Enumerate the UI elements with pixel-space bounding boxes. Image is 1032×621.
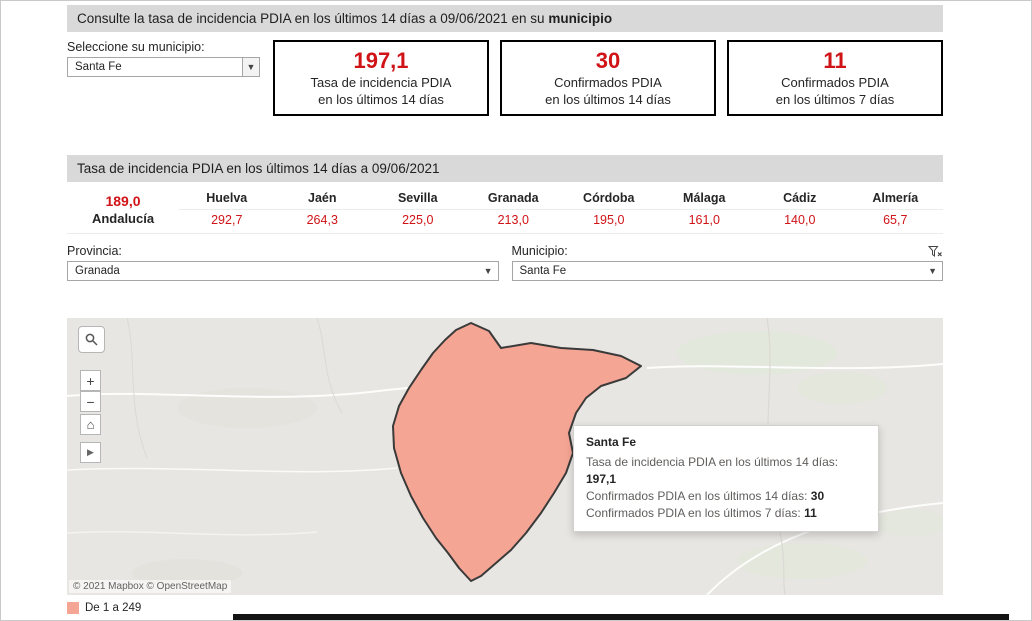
home-icon: ⌂ [86, 417, 95, 432]
kpi-row: Seleccione su municipio: Santa Fe ▼ 197,… [67, 40, 943, 116]
page-title-bold: municipio [548, 11, 613, 26]
filters-row: Provincia: Granada ▼ Municipio: Santa Fe… [67, 244, 943, 281]
kpi-label-line1: Confirmados PDIA [554, 75, 662, 90]
province-cell: Córdoba 195,0 [561, 188, 657, 231]
province-value: 161,0 [688, 213, 720, 227]
chevron-down-icon: ▼ [483, 266, 493, 276]
municipio-filter-label: Municipio: [511, 244, 568, 258]
kpi-label-line2: en los últimos 7 días [775, 92, 895, 107]
kpi-value: 11 [823, 48, 847, 73]
kpi-label-line2: en los últimos 14 días [545, 92, 671, 107]
provincia-filter-group: Provincia: Granada ▼ [67, 244, 499, 281]
map-legend: De 1 a 249 [67, 602, 943, 614]
municipality-polygon[interactable] [392, 322, 642, 582]
tooltip-row-value: 30 [810, 489, 825, 503]
provincia-filter-label: Provincia: [67, 244, 122, 258]
kpi-card-confirmados-14-dias: 30 Confirmados PDIA en los últimos 14 dí… [500, 40, 716, 116]
search-icon [85, 333, 98, 346]
municipio-quick-selector-value: Santa Fe [75, 61, 122, 73]
province-cell: Cádiz 140,0 [752, 188, 848, 231]
province-cell: Almería 65,7 [847, 188, 943, 231]
province-cell: Granada 213,0 [465, 188, 561, 231]
municipio-filter[interactable]: Santa Fe ▼ [511, 261, 943, 281]
minus-icon: − [86, 393, 95, 410]
province-cell: Málaga 161,0 [656, 188, 752, 231]
clear-filter-icon[interactable] [927, 244, 943, 259]
map[interactable]: + − ⌂ ▶ Santa Fe Tasa de incidencia PDIA… [67, 318, 943, 595]
kpi-card-confirmados-7-dias: 11 Confirmados PDIA en los últimos 7 día… [727, 40, 943, 116]
kpi-value: 197,1 [353, 48, 409, 73]
province-name: Málaga [656, 188, 752, 210]
province-name: Jaén [274, 188, 370, 210]
pan-arrow-button[interactable]: ▶ [80, 442, 101, 463]
tooltip-row-label: Confirmados PDIA en los últimos 14 días: [586, 489, 811, 503]
province-name: Sevilla [370, 188, 466, 210]
zoom-in-button[interactable]: + [80, 370, 101, 391]
region-value: 189,0 [105, 193, 141, 209]
region-summary: 189,0 Andalucía [67, 192, 179, 227]
province-value: 140,0 [784, 213, 816, 227]
province-name: Almería [847, 188, 943, 210]
arrow-right-icon: ▶ [87, 447, 94, 457]
kpi-cards: 197,1 Tasa de incidencia PDIA en los últ… [273, 40, 943, 116]
tooltip-row: Confirmados PDIA en los últimos 7 días: … [586, 505, 866, 522]
tooltip-row-value: 197,1 [586, 472, 617, 486]
province-name: Córdoba [561, 188, 657, 210]
province-value: 195,0 [593, 213, 625, 227]
kpi-card-tasa-14-dias: 197,1 Tasa de incidencia PDIA en los últ… [273, 40, 489, 116]
province-table: 189,0 Andalucía Huelva 292,7 Jaén 264,3 … [67, 188, 943, 234]
tooltip-row-value: 11 [804, 506, 817, 520]
zoom-out-button[interactable]: − [80, 391, 101, 412]
chevron-down-icon: ▼ [242, 58, 259, 76]
kpi-label-line1: Tasa de incidencia PDIA [310, 75, 452, 90]
provincia-filter-value: Granada [75, 265, 120, 277]
legend-swatch [67, 602, 79, 614]
tooltip-row-label: Tasa de incidencia PDIA en los últimos 1… [586, 455, 839, 469]
page-title-text: Consulte la tasa de incidencia PDIA en l… [77, 11, 549, 26]
province-value: 213,0 [497, 213, 529, 227]
kpi-value: 30 [595, 48, 621, 73]
region-label: Andalucía [91, 211, 155, 226]
municipio-filter-group: Municipio: Santa Fe ▼ [511, 244, 943, 281]
chevron-down-icon: ▼ [928, 266, 937, 276]
province-value: 65,7 [883, 213, 908, 227]
home-button[interactable]: ⌂ [80, 414, 101, 435]
page-title: Consulte la tasa de incidencia PDIA en l… [67, 5, 943, 32]
province-value: 225,0 [402, 213, 434, 227]
municipio-quick-selector[interactable]: Santa Fe ▼ [67, 57, 260, 77]
province-columns: Huelva 292,7 Jaén 264,3 Sevilla 225,0 Gr… [179, 188, 943, 231]
legend-label: De 1 a 249 [85, 602, 142, 614]
province-name: Cádiz [752, 188, 848, 210]
map-attribution: © 2021 Mapbox © OpenStreetMap [69, 580, 232, 593]
map-search-button[interactable] [78, 326, 105, 353]
municipio-quick-selector-group: Seleccione su municipio: Santa Fe ▼ [67, 40, 260, 116]
provincia-filter[interactable]: Granada ▼ [67, 261, 499, 281]
plus-icon: + [86, 372, 95, 389]
bottom-partial-bar [233, 614, 1009, 620]
section-title: Tasa de incidencia PDIA en los últimos 1… [67, 155, 943, 182]
municipio-quick-selector-label: Seleccione su municipio: [67, 40, 205, 54]
tooltip-row-label: Confirmados PDIA en los últimos 7 días: [586, 506, 805, 520]
kpi-label-line2: en los últimos 14 días [318, 92, 444, 107]
province-value: 292,7 [211, 213, 243, 227]
province-cell: Huelva 292,7 [179, 188, 275, 231]
province-name: Huelva [179, 188, 275, 210]
province-name: Granada [465, 188, 561, 210]
province-cell: Sevilla 225,0 [370, 188, 466, 231]
tooltip-row: Confirmados PDIA en los últimos 14 días:… [586, 488, 866, 505]
province-cell: Jaén 264,3 [274, 188, 370, 231]
municipio-filter-value: Santa Fe [519, 265, 567, 277]
kpi-label-line1: Confirmados PDIA [781, 75, 889, 90]
province-value: 264,3 [306, 213, 338, 227]
dashboard-content: Consulte la tasa de incidencia PDIA en l… [67, 5, 943, 614]
tooltip-row: Tasa de incidencia PDIA en los últimos 1… [586, 454, 866, 488]
tooltip-title: Santa Fe [586, 435, 637, 449]
map-tooltip: Santa Fe Tasa de incidencia PDIA en los … [573, 425, 879, 532]
